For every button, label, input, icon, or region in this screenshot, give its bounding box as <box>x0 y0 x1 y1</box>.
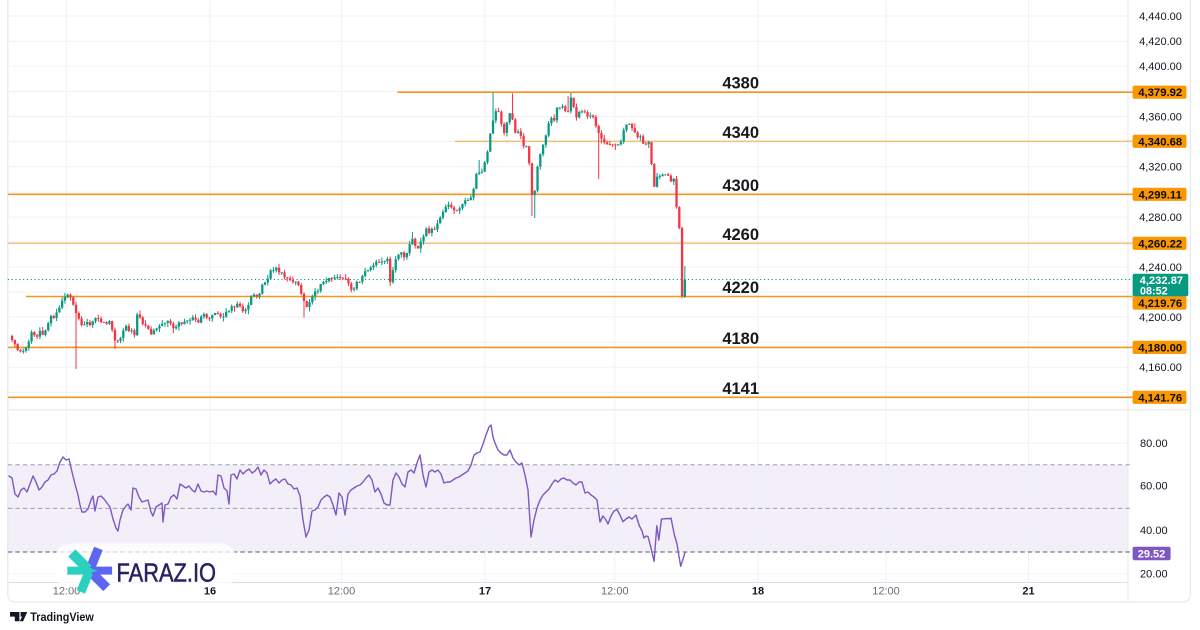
svg-text:60.00: 60.00 <box>1140 481 1168 493</box>
svg-text:4,440.00: 4,440.00 <box>1139 11 1182 23</box>
svg-text:4340: 4340 <box>722 124 759 142</box>
svg-text:4,141.76: 4,141.76 <box>1138 392 1182 404</box>
svg-text:4,219.76: 4,219.76 <box>1138 298 1182 310</box>
svg-text:12:00: 12:00 <box>328 585 356 597</box>
svg-text:17: 17 <box>479 585 491 597</box>
svg-text:4,360.00: 4,360.00 <box>1139 111 1182 123</box>
svg-text:4,240.00: 4,240.00 <box>1139 262 1182 274</box>
svg-text:16: 16 <box>204 585 216 597</box>
svg-text:4,340.68: 4,340.68 <box>1138 136 1182 148</box>
svg-text:4,280.00: 4,280.00 <box>1139 212 1182 224</box>
svg-text:4,260.22: 4,260.22 <box>1138 238 1182 250</box>
svg-text:29.52: 29.52 <box>1138 548 1166 560</box>
svg-text:4260: 4260 <box>722 226 759 244</box>
svg-text:18: 18 <box>752 585 764 597</box>
svg-text:4,200.00: 4,200.00 <box>1139 312 1182 324</box>
svg-text:TradingView: TradingView <box>30 610 94 624</box>
svg-text:4380: 4380 <box>722 75 759 93</box>
svg-text:40.00: 40.00 <box>1140 525 1168 537</box>
svg-text:80.00: 80.00 <box>1140 438 1168 450</box>
svg-text:4180: 4180 <box>722 330 759 348</box>
svg-text:4,379.92: 4,379.92 <box>1138 87 1182 99</box>
svg-text:4,180.00: 4,180.00 <box>1138 342 1182 354</box>
svg-text:12:00: 12:00 <box>53 585 81 597</box>
svg-text:21: 21 <box>1022 585 1034 597</box>
svg-text:4,160.00: 4,160.00 <box>1139 362 1182 374</box>
svg-text:FARAZ.IO: FARAZ.IO <box>117 559 217 587</box>
svg-text:4,400.00: 4,400.00 <box>1139 61 1182 73</box>
svg-text:20.00: 20.00 <box>1140 569 1168 581</box>
svg-text:12:00: 12:00 <box>872 585 900 597</box>
svg-text:4,320.00: 4,320.00 <box>1139 162 1182 174</box>
svg-text:4141: 4141 <box>722 380 759 398</box>
svg-text:4,232.87: 4,232.87 <box>1140 275 1184 287</box>
svg-text:4220: 4220 <box>722 279 759 297</box>
svg-text:08:52: 08:52 <box>1140 285 1168 297</box>
svg-text:4,299.11: 4,299.11 <box>1139 189 1182 201</box>
svg-text:4,420.00: 4,420.00 <box>1139 36 1182 48</box>
svg-text:12:00: 12:00 <box>601 585 629 597</box>
svg-text:4300: 4300 <box>722 177 759 195</box>
